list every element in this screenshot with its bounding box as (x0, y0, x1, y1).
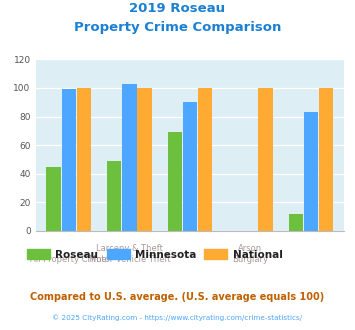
Bar (61, 89, 76, 231)
Bar (183, 102, 197, 231)
Bar (77, 88, 91, 231)
Text: Burglary: Burglary (233, 255, 268, 264)
Text: Property Crime Comparison: Property Crime Comparison (74, 21, 281, 34)
Text: Compared to U.S. average. (U.S. average equals 100): Compared to U.S. average. (U.S. average … (31, 292, 324, 302)
Bar (258, 88, 273, 231)
Bar (168, 132, 182, 231)
Text: Larceny & Theft: Larceny & Theft (96, 244, 163, 253)
Bar (289, 214, 303, 231)
Bar (122, 84, 137, 231)
Text: All Property Crime: All Property Crime (31, 255, 107, 264)
Bar (319, 88, 333, 231)
Bar (198, 88, 212, 231)
Text: © 2025 CityRating.com - https://www.cityrating.com/crime-statistics/: © 2025 CityRating.com - https://www.city… (53, 314, 302, 321)
Text: 2019 Roseau: 2019 Roseau (130, 2, 225, 15)
Bar (107, 161, 121, 231)
Bar (137, 88, 152, 231)
Text: Arson: Arson (239, 244, 263, 253)
Legend: Roseau, Minnesota, National: Roseau, Minnesota, National (23, 245, 286, 264)
Bar (304, 112, 318, 231)
Text: Motor Vehicle Theft: Motor Vehicle Theft (88, 255, 170, 264)
Bar (47, 167, 61, 231)
